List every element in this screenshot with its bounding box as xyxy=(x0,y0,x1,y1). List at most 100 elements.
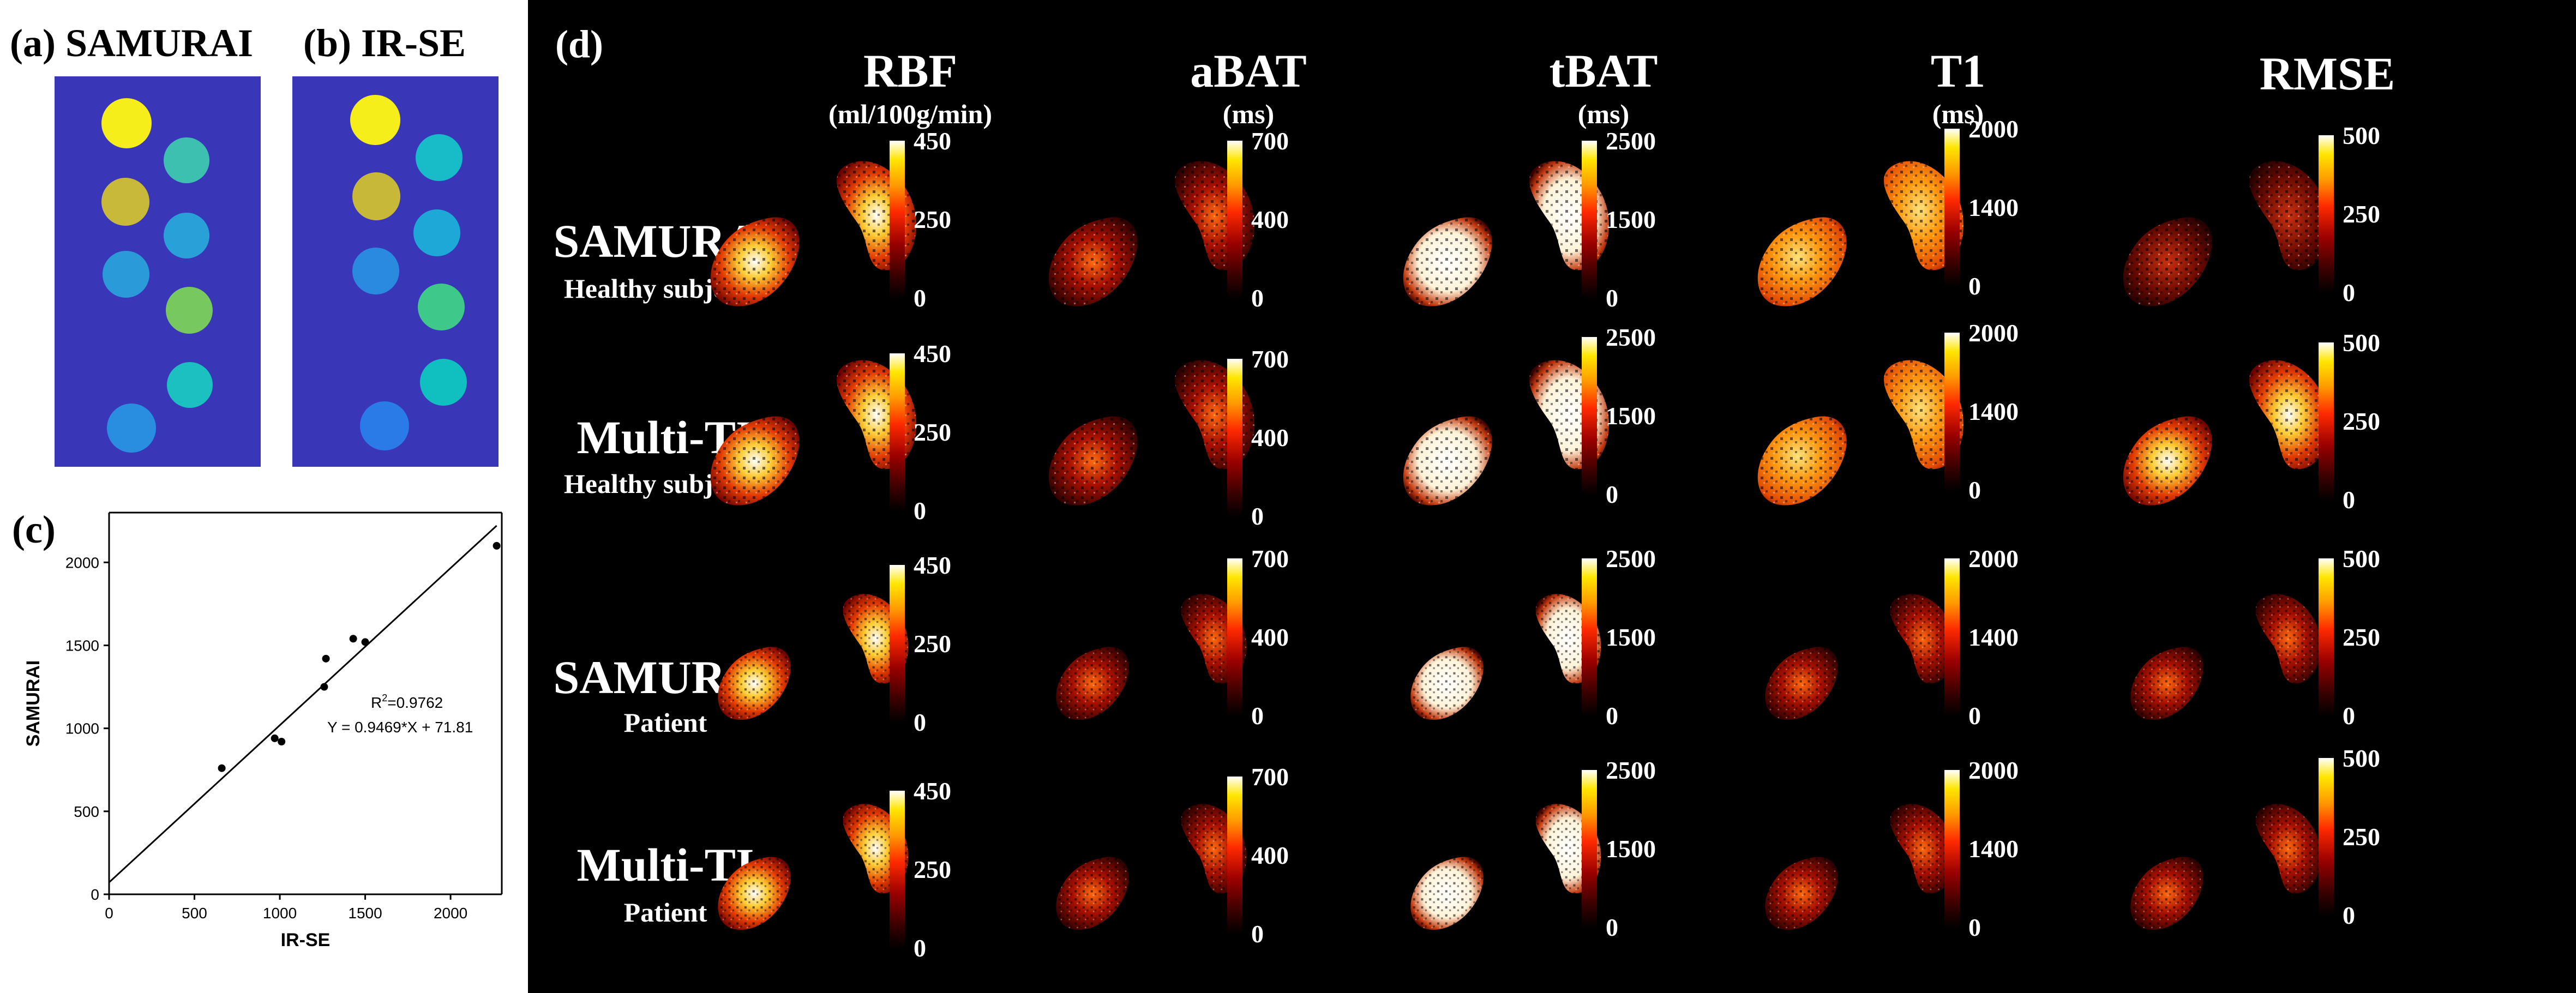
colorbar-tick-label: 0 xyxy=(2343,486,2355,514)
colorbar-tick-label: 700 xyxy=(1251,763,1289,791)
x-axis-label: IR-SE xyxy=(281,930,331,950)
colorbar-rbf-row3 xyxy=(890,565,905,723)
phantom-b-vial-4 xyxy=(413,209,460,256)
colorbar-tick-label: 0 xyxy=(1968,702,1981,730)
colorbar-tbat-row2 xyxy=(1582,337,1597,495)
kidney-texture-t1-row3-left xyxy=(1765,647,1838,720)
kidney-texture-t1-row4-left xyxy=(1765,857,1838,930)
colorbar-tick-label: 250 xyxy=(914,856,951,883)
kidney-texture-rbf-row1-left xyxy=(710,217,800,306)
colorbar-tick-label: 250 xyxy=(2343,407,2380,435)
colorbar-tick-label: 0 xyxy=(914,284,926,312)
panel-d: (d) RBF (ml/100g/min) aBAT (ms) tBAT (ms… xyxy=(528,0,2576,993)
scatter-point xyxy=(361,638,369,646)
col-header-rbf: RBF xyxy=(863,45,957,97)
colorbar-tick-label: 0 xyxy=(1606,480,1618,508)
colorbar-tick-label: 0 xyxy=(914,497,926,525)
colorbar-tick-label: 0 xyxy=(1606,702,1618,730)
colorbar-rmse-row4 xyxy=(2319,758,2334,916)
x-ticks: 0 500 1000 1500 2000 xyxy=(105,894,467,922)
colorbar-tick-label: 0 xyxy=(2343,702,2355,730)
col-header-tbat: tBAT xyxy=(1549,45,1658,97)
panel-d-label: (d) xyxy=(555,22,603,66)
regression-line xyxy=(108,525,497,883)
scatter-points xyxy=(218,541,501,772)
kidney-texture-t1-row4-right xyxy=(1890,804,1956,894)
kidney-texture-rmse-row1-left xyxy=(2123,217,2212,306)
colorbar-tick-label: 700 xyxy=(1251,127,1289,155)
colorbar-tick-label: 1500 xyxy=(1606,206,1656,233)
col-unit-t1: (ms) xyxy=(1932,99,1984,129)
col-header-abat: aBAT xyxy=(1190,45,1307,97)
colorbar-tick-label: 2000 xyxy=(1968,545,2019,573)
kidney-texture-t1-row1-left xyxy=(1757,217,1847,306)
colorbar-tick-label: 2500 xyxy=(1606,323,1656,351)
colorbar-tick-label: 1400 xyxy=(1968,398,2019,425)
colorbar-tick-label: 0 xyxy=(2343,279,2355,306)
colorbar-tick-label: 0 xyxy=(1251,284,1264,312)
colorbar-tbat-row1 xyxy=(1582,141,1597,299)
scatter-point xyxy=(322,654,330,663)
colorbar-t1-row2 xyxy=(1944,333,1960,491)
panel-a-label: (a) SAMURAI xyxy=(10,21,253,65)
kidney-texture-rmse-row2-right xyxy=(2249,360,2329,470)
colorbar-tick-label: 0 xyxy=(914,708,926,736)
kidney-texture-abat-row2-right xyxy=(1175,360,1254,470)
row-subtitle-3: Patient xyxy=(623,707,707,738)
kidney-texture-rmse-row2-left xyxy=(2123,416,2212,505)
colorbar-t1-row1 xyxy=(1944,129,1960,287)
scatter-point xyxy=(271,734,279,742)
colorbar-abat-row4 xyxy=(1227,777,1242,935)
kidney-texture-t1-row2-right xyxy=(1884,360,1963,470)
kidney-texture-tbat-row2-right xyxy=(1529,360,1609,470)
parametric-maps xyxy=(710,161,2329,930)
colorbar-tick-label: 2500 xyxy=(1606,127,1656,155)
colorbar-tick-label: 450 xyxy=(914,340,951,368)
kidney-texture-rmse-row4-right xyxy=(2255,804,2321,894)
colorbar-t1-row4 xyxy=(1944,770,1960,928)
colorbar-tick-label: 1500 xyxy=(1606,835,1656,863)
phantom-a-vial-5 xyxy=(103,251,149,298)
colorbar-tick-label: 0 xyxy=(1251,502,1264,530)
y-tick-label: 500 xyxy=(74,803,99,820)
x-tick-label: 0 xyxy=(105,905,113,922)
y-ticks: 0 500 1000 1500 2000 xyxy=(65,554,109,903)
phantom-b-vial-1 xyxy=(350,95,400,145)
col-header-rmse: RMSE xyxy=(2259,47,2395,100)
colorbar-rmse-row3 xyxy=(2319,558,2334,717)
kidney-texture-rbf-row4-left xyxy=(718,857,791,930)
panel-b-label: (b) IR-SE xyxy=(303,21,466,65)
kidney-texture-tbat-row1-left xyxy=(1403,217,1492,306)
colorbar-rbf-row1 xyxy=(890,141,905,299)
kidney-texture-rmse-row3-right xyxy=(2255,594,2321,684)
colorbar-tick-label: 250 xyxy=(914,206,951,233)
x-tick-label: 1500 xyxy=(348,905,382,922)
colorbar-abat-row1 xyxy=(1227,141,1242,299)
kidney-texture-t1-row2-left xyxy=(1757,416,1847,505)
phantom-a-vial-7 xyxy=(167,362,213,408)
colorbar-tick-label: 500 xyxy=(2343,744,2380,772)
colorbar-tick-label: 500 xyxy=(2343,329,2380,357)
row-title-4: Multi-TI xyxy=(577,839,754,891)
colorbar-tick-label: 450 xyxy=(914,127,951,155)
colorbar-tick-label: 0 xyxy=(914,934,926,962)
colorbar-tick-label: 1500 xyxy=(1606,623,1656,651)
phantom-a-vial-4 xyxy=(164,213,209,258)
colorbar-tick-label: 250 xyxy=(914,630,951,658)
scatter-point xyxy=(349,635,357,643)
col-unit-rbf: (ml/100g/min) xyxy=(828,99,992,129)
x-tick-label: 500 xyxy=(182,905,207,922)
kidney-texture-rmse-row1-right xyxy=(2249,161,2329,270)
x-tick-label: 1000 xyxy=(263,905,297,922)
colorbar-tick-label: 700 xyxy=(1251,345,1289,373)
colorbar-tick-label: 450 xyxy=(914,551,951,579)
scatter-point xyxy=(493,541,501,550)
colorbar-tick-label: 250 xyxy=(2343,623,2380,651)
y-tick-label: 1500 xyxy=(65,637,99,654)
colorbar-tick-label: 0 xyxy=(1968,272,1981,300)
phantom-b-vial-5 xyxy=(352,248,399,294)
colorbar-abat-row2 xyxy=(1227,359,1242,517)
kidney-texture-t1-row3-right xyxy=(1890,594,1956,684)
colorbar-tick-label: 2000 xyxy=(1968,756,2019,784)
colorbar-tick-label: 0 xyxy=(1968,476,1981,504)
